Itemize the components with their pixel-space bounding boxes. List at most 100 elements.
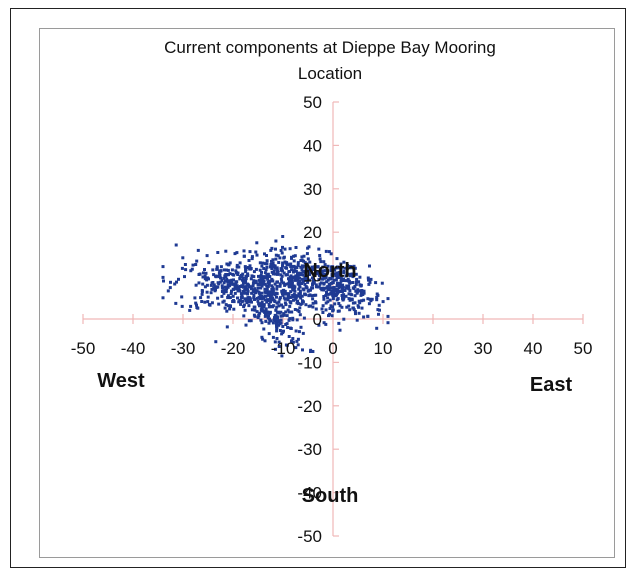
scatter-point	[222, 291, 226, 295]
scatter-point	[374, 281, 378, 285]
scatter-point	[331, 290, 334, 294]
scatter-point	[211, 268, 215, 272]
scatter-point	[264, 294, 268, 298]
scatter-point	[250, 274, 254, 278]
scatter-point	[322, 281, 326, 285]
scatter-point	[292, 292, 296, 296]
scatter-point	[281, 293, 285, 297]
scatter-point	[174, 243, 178, 247]
scatter-point	[330, 314, 334, 318]
scatter-point	[331, 308, 335, 312]
scatter-point	[161, 275, 165, 279]
scatter-point	[264, 313, 268, 317]
scatter-point	[325, 269, 329, 273]
scatter-point	[232, 300, 236, 304]
scatter-point	[344, 286, 348, 290]
scatter-point	[203, 268, 206, 271]
scatter-point	[252, 279, 256, 283]
scatter-point	[255, 253, 259, 257]
scatter-point	[342, 279, 346, 282]
scatter-point	[337, 321, 341, 325]
scatter-point	[311, 350, 315, 353]
scatter-point	[337, 302, 341, 305]
scatter-point	[274, 314, 278, 318]
scatter-point	[307, 268, 310, 272]
scatter-point	[166, 289, 170, 293]
scatter-point	[249, 300, 252, 304]
scatter-point	[212, 286, 216, 290]
scatter-point	[343, 289, 347, 292]
scatter-point	[253, 314, 257, 318]
scatter-point	[294, 329, 298, 333]
scatter-point	[264, 319, 268, 323]
scatter-point	[228, 307, 232, 311]
scatter-point	[309, 350, 312, 353]
scatter-point	[246, 288, 250, 292]
scatter-point	[292, 254, 296, 258]
scatter-point	[346, 279, 350, 283]
scatter-point	[286, 298, 290, 302]
scatter-point	[242, 303, 246, 307]
scatter-point	[277, 304, 281, 308]
scatter-point	[246, 296, 250, 300]
scatter-point	[327, 283, 331, 287]
scatter-point	[255, 289, 259, 293]
scatter-point	[375, 298, 379, 302]
scatter-point	[173, 282, 177, 286]
x-tick-label: 50	[574, 339, 593, 358]
scatter-point	[244, 270, 248, 274]
scatter-point	[260, 291, 264, 295]
scatter-point	[277, 340, 281, 344]
x-tick-label: 30	[474, 339, 493, 358]
scatter-point	[303, 282, 307, 286]
scatter-point	[312, 265, 316, 269]
scatter-point	[380, 281, 384, 285]
scatter-point	[271, 321, 275, 325]
scatter-point	[189, 269, 193, 273]
scatter-point	[303, 292, 307, 296]
scatter-point	[326, 292, 330, 296]
scatter-point	[247, 284, 251, 288]
scatter-point	[299, 325, 303, 329]
scatter-point	[195, 303, 198, 307]
scatter-point	[347, 297, 351, 301]
scatter-point	[200, 300, 204, 303]
scatter-point	[219, 269, 223, 273]
scatter-point	[244, 299, 248, 303]
scatter-point	[205, 290, 209, 294]
scatter-point	[345, 284, 349, 288]
scatter-point	[333, 272, 337, 276]
scatter-point	[209, 283, 213, 287]
scatter-point	[235, 284, 239, 288]
scatter-point	[315, 270, 319, 274]
scatter-point	[290, 339, 293, 343]
scatter-point	[335, 281, 339, 285]
scatter-point	[311, 301, 315, 305]
scatter-point	[320, 277, 324, 281]
scatter-point	[263, 271, 267, 275]
scatter-point	[286, 296, 290, 300]
scatter-point	[205, 254, 209, 258]
scatter-point	[270, 259, 273, 263]
scatter-point	[302, 316, 306, 320]
scatter-point	[294, 269, 298, 273]
scatter-point	[300, 294, 304, 298]
scatter-point	[247, 319, 251, 323]
scatter-point	[295, 276, 298, 280]
scatter-point	[348, 266, 352, 270]
scatter-point	[256, 286, 260, 290]
scatter-point	[296, 274, 300, 277]
scatter-point	[214, 274, 218, 278]
scatter-point	[328, 292, 332, 296]
scatter-point	[325, 290, 328, 294]
x-tick-label: -30	[171, 339, 196, 358]
scatter-point	[321, 273, 325, 277]
scatter-point	[249, 285, 253, 289]
scatter-point	[262, 295, 265, 299]
scatter-point	[317, 285, 321, 289]
scatter-point	[340, 278, 343, 282]
scatter-point	[355, 277, 359, 281]
scatter-point	[323, 286, 327, 290]
scatter-point	[257, 313, 261, 317]
scatter-point	[386, 297, 390, 301]
